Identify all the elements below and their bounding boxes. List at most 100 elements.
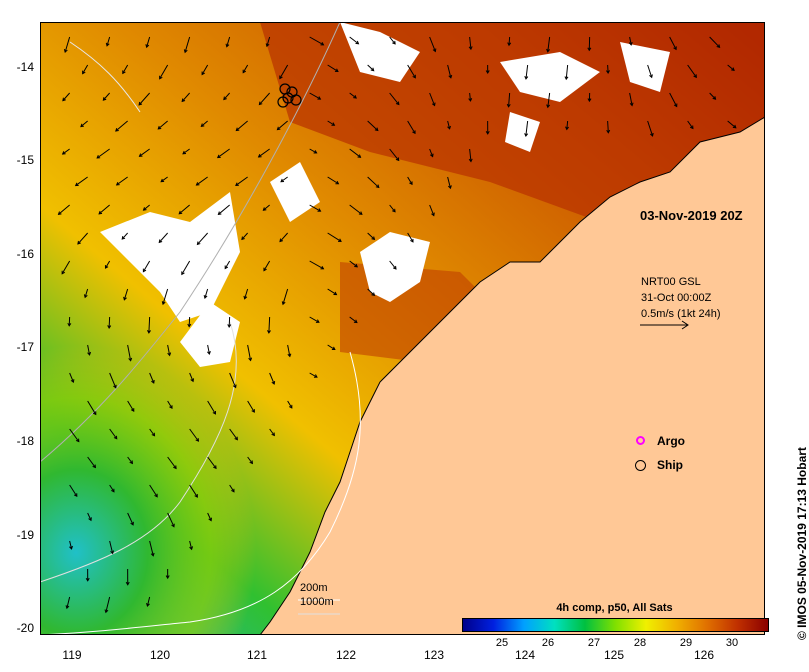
current-arrow	[108, 316, 111, 329]
current-arrow	[102, 92, 111, 101]
current-arrow-head	[160, 178, 165, 183]
current-arrow-head	[431, 212, 435, 217]
current-arrow-head	[225, 43, 230, 48]
colorbar-tick: 27	[587, 637, 601, 649]
ship-markers	[277, 83, 302, 108]
current-arrow	[389, 260, 397, 270]
current-arrow-head	[113, 435, 118, 440]
current-arrow-head	[249, 460, 253, 465]
current-arrow-head	[159, 75, 163, 80]
current-arrow	[69, 484, 78, 497]
current-arrow	[189, 428, 199, 442]
current-arrow-head	[317, 208, 322, 212]
current-arrow	[149, 540, 154, 556]
credit-text: © IMOS 05-Nov-2019 17:13 Hobart	[795, 447, 809, 640]
current-arrow	[87, 400, 97, 415]
current-arrow	[565, 64, 569, 80]
current-arrow-head	[232, 384, 237, 389]
current-arrow	[66, 596, 71, 609]
current-arrow-head	[200, 123, 205, 127]
current-arrow-head	[80, 123, 84, 128]
current-arrow-head	[182, 150, 187, 155]
colorbar	[462, 618, 769, 632]
current-arrow-head	[181, 98, 186, 103]
current-arrow	[647, 120, 654, 137]
current-arrow-head	[111, 488, 115, 493]
current-arrow-head	[63, 49, 68, 54]
current-arrow	[218, 204, 230, 215]
current-arrow	[367, 176, 380, 188]
depth-label-200m: 200m	[300, 582, 328, 594]
current-arrow	[62, 148, 70, 155]
colorbar-title: 4h comp, p50, All Sats	[556, 602, 673, 614]
current-arrow	[98, 204, 110, 215]
current-arrow	[87, 344, 91, 356]
current-arrow-head	[448, 74, 453, 79]
current-arrow-head	[395, 101, 400, 106]
argo-label: Argo	[657, 434, 685, 448]
current-arrow-head	[138, 101, 143, 106]
current-arrow-head	[169, 405, 173, 410]
x-tick-label: 124	[514, 648, 536, 662]
current-arrow-head	[353, 95, 357, 99]
current-arrow-head	[234, 436, 238, 441]
current-arrow	[229, 484, 235, 493]
current-arrow	[105, 260, 111, 269]
current-arrow-head	[206, 351, 211, 355]
current-arrow	[167, 512, 175, 527]
y-tick-label: -17	[16, 340, 34, 354]
current-note-time: 31-Oct 00:00Z	[641, 292, 712, 304]
current-arrow-head	[279, 75, 283, 80]
current-arrow	[508, 36, 511, 46]
current-arrow	[69, 540, 73, 549]
peninsula	[450, 322, 500, 372]
current-arrow	[349, 316, 358, 323]
current-arrow	[196, 176, 208, 186]
depth-label-1000m: 1000m	[300, 596, 334, 608]
current-arrow-head	[67, 322, 72, 327]
current-arrow	[82, 64, 89, 74]
current-arrow	[109, 540, 114, 554]
current-arrow-head	[208, 517, 212, 522]
x-tick-label: 121	[246, 648, 268, 662]
current-arrow-head	[353, 319, 358, 324]
current-arrow-head	[157, 125, 162, 130]
current-arrow	[142, 260, 151, 272]
current-arrow-head	[224, 265, 229, 270]
current-arrow	[241, 232, 249, 240]
current-arrow	[508, 92, 511, 107]
current-arrow	[159, 64, 169, 80]
current-arrow-head	[712, 96, 717, 100]
current-arrow-head	[195, 438, 200, 442]
current-arrow-head	[371, 292, 376, 297]
current-arrow	[309, 260, 324, 270]
current-arrow-head	[331, 122, 336, 126]
current-arrow-head	[235, 182, 239, 187]
current-arrow	[629, 36, 632, 45]
current-arrow-head	[147, 330, 151, 334]
current-arrow-head	[213, 465, 217, 470]
current-arrow-head	[87, 351, 92, 356]
current-arrow	[244, 288, 249, 299]
current-arrow	[349, 148, 361, 158]
x-tick-label: 126	[693, 648, 715, 662]
current-arrow	[309, 36, 324, 46]
current-arrow	[184, 36, 191, 53]
current-arrow	[77, 232, 89, 245]
current-arrow-head	[167, 352, 172, 357]
current-arrow	[75, 176, 88, 186]
current-arrow	[123, 288, 129, 300]
current-arrow-head	[107, 325, 112, 330]
current-arrow	[263, 204, 270, 211]
current-arrow-head	[587, 98, 592, 103]
current-arrow-head	[429, 153, 434, 158]
current-arrow	[309, 316, 320, 323]
current-arrow-head	[61, 270, 66, 275]
current-arrow-head	[173, 465, 177, 470]
current-arrow-head	[104, 265, 109, 269]
current-arrow	[429, 204, 435, 216]
current-arrow	[96, 148, 110, 159]
current-arrow	[127, 344, 132, 361]
y-tick-label: -16	[16, 247, 34, 261]
current-arrow-head	[606, 70, 610, 75]
